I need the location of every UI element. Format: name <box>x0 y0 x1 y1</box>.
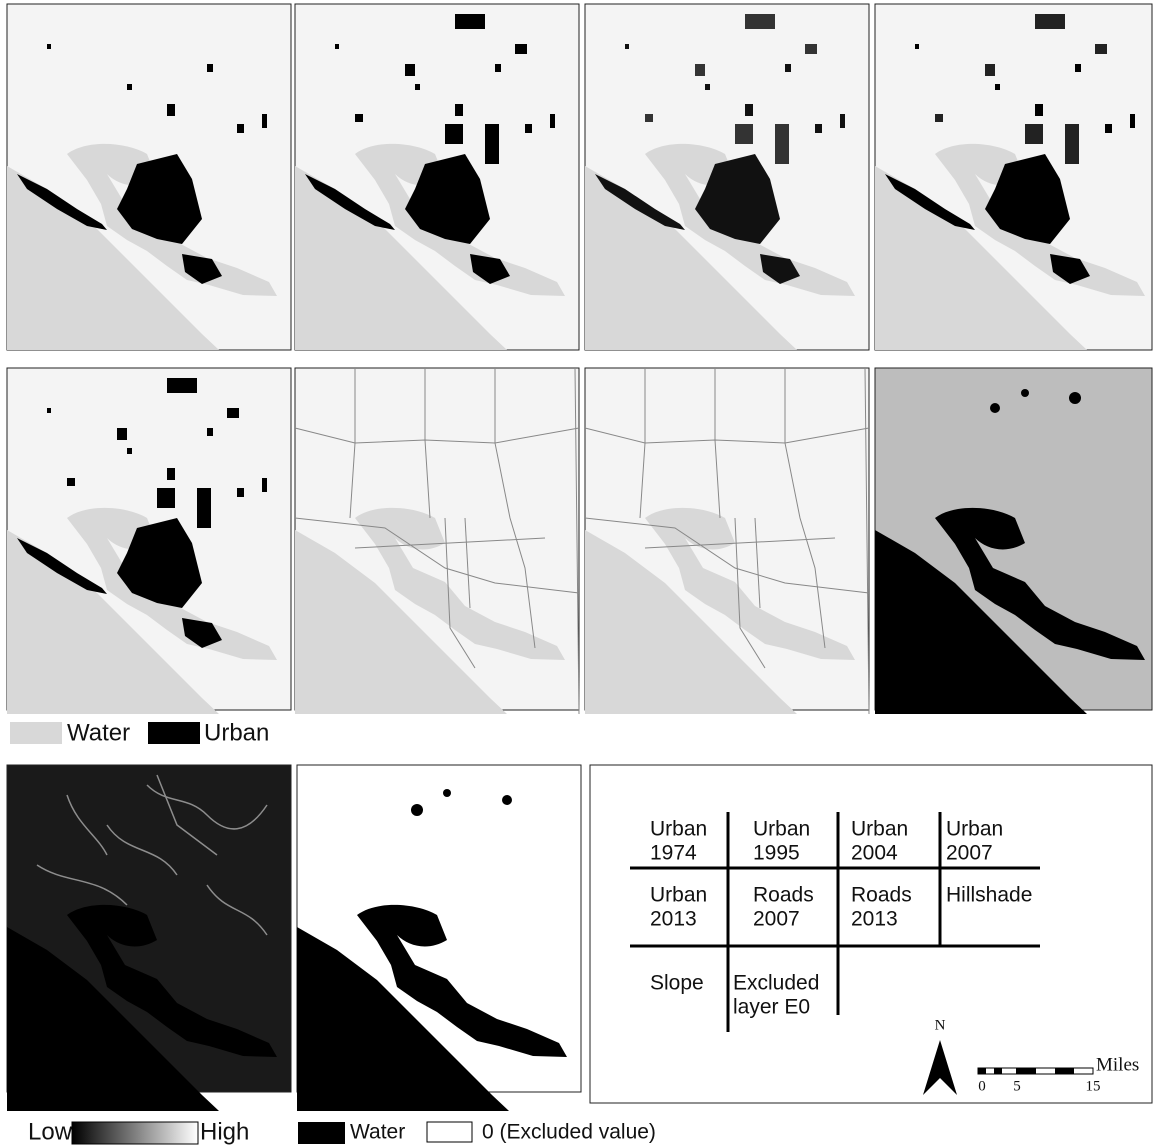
layout-cell-text: 2007 <box>946 842 993 865</box>
layout-cell-text: 2007 <box>753 908 800 931</box>
north-label: N <box>935 1017 946 1033</box>
map-roads-2007 <box>295 368 579 714</box>
scale-label: 5 <box>1013 1078 1021 1094</box>
scale-label: 0 <box>978 1078 986 1094</box>
legend-swatch-excluded <box>427 1122 472 1142</box>
layout-cell-text: Excluded <box>733 972 819 995</box>
legend-label: High <box>200 1118 249 1145</box>
map-urban-1995 <box>295 4 579 350</box>
scale-unit: Miles <box>1096 1054 1139 1075</box>
layout-key-box <box>590 765 1152 1103</box>
figure: Water Urban Urban1974Urban1995Urban2004U… <box>0 0 1156 1147</box>
map-slope <box>7 765 291 1111</box>
layout-cell-text: Roads <box>753 884 814 907</box>
map-urban-2007 <box>875 4 1152 350</box>
layout-cell-text: 2013 <box>650 908 697 931</box>
layout-cell-text: Urban <box>851 818 908 841</box>
layout-cell-text: Hillshade <box>946 884 1032 907</box>
map-hillshade <box>875 368 1152 714</box>
legend-label: Urban <box>204 719 269 746</box>
map-urban-2013 <box>7 368 291 714</box>
map-urban-2004 <box>585 4 869 350</box>
layout-cell-text: 2013 <box>851 908 898 931</box>
layout-cell-text: layer E0 <box>733 996 810 1019</box>
layout-cell-text: Slope <box>650 972 704 995</box>
legend-swatch-urban <box>148 722 200 744</box>
map-urban-1974 <box>7 4 291 350</box>
map-roads-2013 <box>585 368 869 714</box>
scale-bar <box>978 1068 1093 1074</box>
layout-cell-text: 2004 <box>851 842 898 865</box>
legend-label: Water <box>350 1121 405 1144</box>
legend-swatch-water <box>298 1122 345 1144</box>
layout-cell-text: Urban <box>753 818 810 841</box>
legend-gradient <box>72 1122 198 1144</box>
layout-cell-text: 1995 <box>753 842 800 865</box>
legend-label: Water <box>67 719 130 746</box>
layout-cell-text: Urban <box>946 818 1003 841</box>
legend-swatch-water <box>10 722 62 744</box>
legend-label: Low <box>28 1118 73 1145</box>
layout-cell-text: Roads <box>851 884 912 907</box>
legend-label: 0 (Excluded value) <box>482 1121 656 1144</box>
layout-cell-text: 1974 <box>650 842 697 865</box>
scale-label: 15 <box>1086 1078 1101 1094</box>
map-excluded-e0 <box>297 765 581 1111</box>
layout-cell-text: Urban <box>650 884 707 907</box>
layout-cell-text: Urban <box>650 818 707 841</box>
